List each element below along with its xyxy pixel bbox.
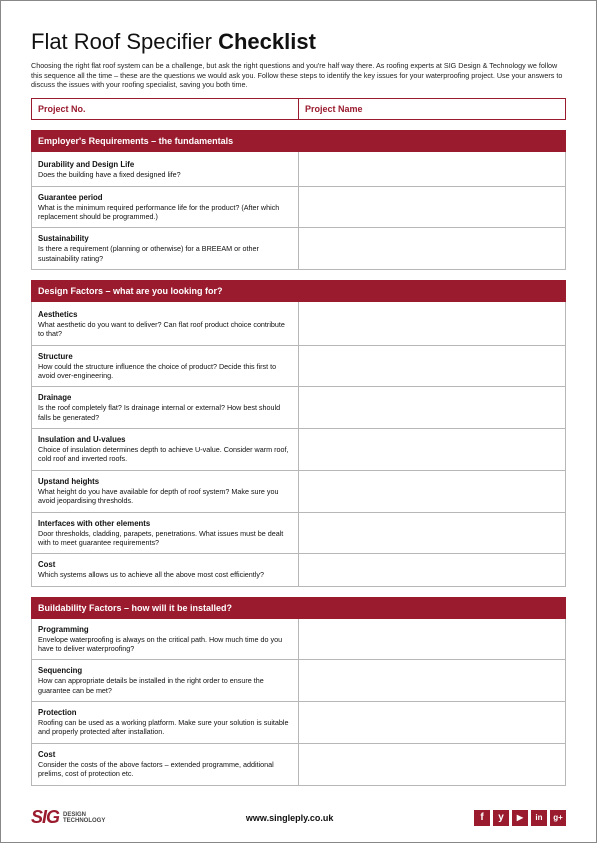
row-title: Guarantee period [38,193,292,202]
row-answer-cell[interactable] [299,554,566,585]
table-row: CostWhich systems allows us to achieve a… [31,554,566,586]
footer: SIG DESIGN TECHNOLOGY www.singleply.co.u… [31,807,566,828]
row-question-cell: ProgrammingEnvelope waterproofing is alw… [32,619,299,660]
row-title: Cost [38,750,292,759]
row-answer-cell[interactable] [299,744,566,785]
row-title: Aesthetics [38,310,292,319]
row-description: Is there a requirement (planning or othe… [38,244,292,263]
table-row: CostConsider the costs of the above fact… [31,744,566,786]
row-answer-cell[interactable] [299,152,566,185]
row-title: Upstand heights [38,477,292,486]
row-title: Sustainability [38,234,292,243]
logo: SIG DESIGN TECHNOLOGY [31,807,105,828]
row-description: Which systems allows us to achieve all t… [38,570,292,579]
row-question-cell: Guarantee periodWhat is the minimum requ… [32,187,299,228]
row-title: Protection [38,708,292,717]
row-description: How can appropriate details be installed… [38,676,292,695]
row-answer-cell[interactable] [299,471,566,512]
page-title: Flat Roof Specifier Checklist [31,29,566,55]
youtube-icon[interactable]: ▶ [512,810,528,826]
row-title: Durability and Design Life [38,160,292,169]
row-question-cell: DrainageIs the roof completely flat? Is … [32,387,299,428]
logo-technology: TECHNOLOGY [63,818,105,824]
row-title: Cost [38,560,292,569]
facebook-icon[interactable]: f [474,810,490,826]
row-title: Programming [38,625,292,634]
row-answer-cell[interactable] [299,429,566,470]
row-description: What aesthetic do you want to deliver? C… [38,320,292,339]
row-description: Envelope waterproofing is always on the … [38,635,292,654]
row-answer-cell[interactable] [299,346,566,387]
row-answer-cell[interactable] [299,619,566,660]
table-row: SustainabilityIs there a requirement (pl… [31,228,566,270]
logo-sig-text: SIG [31,807,59,828]
row-description: Roofing can be used as a working platfor… [38,718,292,737]
title-bold: Checklist [218,29,316,54]
row-title: Structure [38,352,292,361]
section-header: Buildability Factors – how will it be in… [31,597,566,619]
row-title: Drainage [38,393,292,402]
footer-url: www.singleply.co.uk [246,813,334,823]
row-answer-cell[interactable] [299,187,566,228]
section-header: Employer's Requirements – the fundamenta… [31,130,566,152]
intro-text: Choosing the right flat roof system can … [31,61,566,90]
linkedin-icon[interactable]: in [531,810,547,826]
project-table: Project No. Project Name [31,98,566,120]
table-row: SequencingHow can appropriate details be… [31,660,566,702]
table-row: ProtectionRoofing can be used as a worki… [31,702,566,744]
title-light: Flat Roof Specifier [31,29,218,54]
table-row: ProgrammingEnvelope waterproofing is alw… [31,619,566,661]
table-row: Insulation and U-valuesChoice of insulat… [31,429,566,471]
section-header: Design Factors – what are you looking fo… [31,280,566,302]
row-description: Consider the costs of the above factors … [38,760,292,779]
row-title: Insulation and U-values [38,435,292,444]
project-no-label: Project No. [32,99,299,120]
row-answer-cell[interactable] [299,228,566,269]
table-row: AestheticsWhat aesthetic do you want to … [31,302,566,346]
table-row: Interfaces with other elementsDoor thres… [31,513,566,555]
row-question-cell: StructureHow could the structure influen… [32,346,299,387]
googleplus-icon[interactable]: g+ [550,810,566,826]
table-row: Guarantee periodWhat is the minimum requ… [31,187,566,229]
row-answer-cell[interactable] [299,302,566,345]
row-question-cell: Insulation and U-valuesChoice of insulat… [32,429,299,470]
social-icons: f y ▶ in g+ [474,810,566,826]
row-title: Sequencing [38,666,292,675]
table-row: StructureHow could the structure influen… [31,346,566,388]
row-question-cell: Interfaces with other elementsDoor thres… [32,513,299,554]
row-question-cell: Upstand heightsWhat height do you have a… [32,471,299,512]
table-row: Upstand heightsWhat height do you have a… [31,471,566,513]
row-question-cell: ProtectionRoofing can be used as a worki… [32,702,299,743]
row-question-cell: SustainabilityIs there a requirement (pl… [32,228,299,269]
row-description: What is the minimum required performance… [38,203,292,222]
section: Design Factors – what are you looking fo… [31,280,566,587]
table-row: DrainageIs the roof completely flat? Is … [31,387,566,429]
row-question-cell: Durability and Design LifeDoes the build… [32,152,299,185]
row-answer-cell[interactable] [299,660,566,701]
row-description: Is the roof completely flat? Is drainage… [38,403,292,422]
row-description: Door thresholds, cladding, parapets, pen… [38,529,292,548]
sections-container: Employer's Requirements – the fundamenta… [31,130,566,785]
row-answer-cell[interactable] [299,513,566,554]
section: Employer's Requirements – the fundamenta… [31,130,566,270]
row-question-cell: CostWhich systems allows us to achieve a… [32,554,299,585]
row-description: How could the structure influence the ch… [38,362,292,381]
project-name-label: Project Name [299,99,566,120]
row-answer-cell[interactable] [299,702,566,743]
row-answer-cell[interactable] [299,387,566,428]
table-row: Durability and Design LifeDoes the build… [31,152,566,186]
row-title: Interfaces with other elements [38,519,292,528]
row-question-cell: AestheticsWhat aesthetic do you want to … [32,302,299,345]
row-description: Choice of insulation determines depth to… [38,445,292,464]
row-description: Does the building have a fixed designed … [38,170,292,179]
row-question-cell: CostConsider the costs of the above fact… [32,744,299,785]
row-description: What height do you have available for de… [38,487,292,506]
logo-subtext: DESIGN TECHNOLOGY [63,812,105,824]
section: Buildability Factors – how will it be in… [31,597,566,786]
row-question-cell: SequencingHow can appropriate details be… [32,660,299,701]
twitter-icon[interactable]: y [493,810,509,826]
